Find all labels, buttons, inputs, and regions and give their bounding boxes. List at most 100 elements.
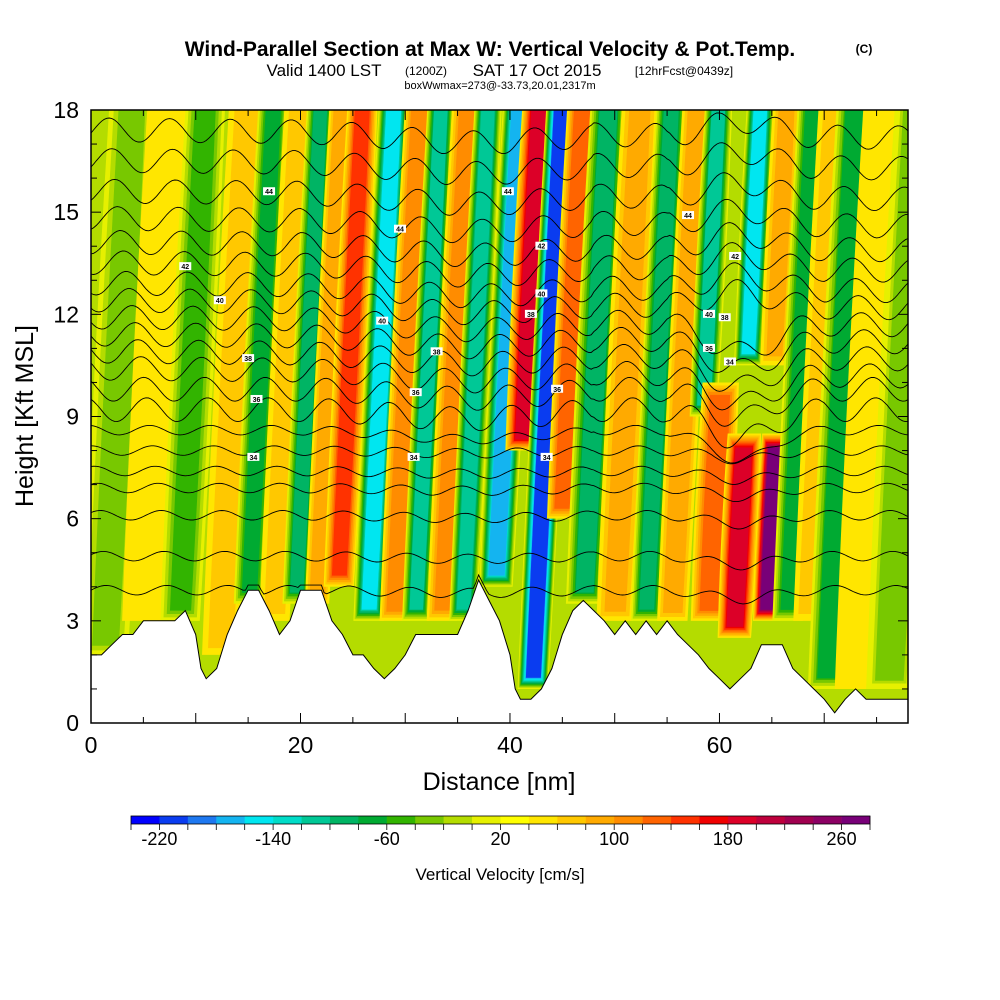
contour-label: 38 bbox=[430, 347, 443, 356]
contour-label-text: 44 bbox=[265, 189, 273, 196]
contour-label-text: 42 bbox=[181, 264, 189, 271]
colorbar-swatch bbox=[415, 816, 444, 824]
y-tick-label: 15 bbox=[53, 199, 79, 225]
contour-label-text: 36 bbox=[253, 397, 261, 404]
colorbar-swatch bbox=[585, 816, 615, 824]
colorbar-tick-label: 260 bbox=[827, 829, 857, 849]
contour-label-bg bbox=[535, 241, 548, 250]
velocity-band bbox=[92, 110, 146, 646]
contour-label: 34 bbox=[540, 452, 553, 462]
contour-label: 36 bbox=[702, 343, 715, 353]
velocity-band bbox=[331, 110, 370, 576]
x-tick-label: 20 bbox=[288, 732, 314, 758]
contour-label: 40 bbox=[213, 296, 226, 305]
contour-label-text: 42 bbox=[731, 254, 739, 261]
theta-contour-line bbox=[91, 424, 908, 464]
colorbar-tick-label: -60 bbox=[374, 829, 400, 849]
colorbar-swatch bbox=[841, 816, 871, 824]
colorbar-swatch bbox=[671, 816, 700, 824]
velocity-band bbox=[289, 110, 328, 593]
colorbar-swatch bbox=[500, 816, 530, 824]
theta-contour-line bbox=[91, 112, 908, 155]
contour-label-bg bbox=[501, 187, 514, 196]
velocity-cell bbox=[565, 110, 627, 604]
contour-label-text: 38 bbox=[721, 315, 729, 322]
chart-subtitle: Valid 1400 LST (1200Z) SAT 17 Oct 2015 [… bbox=[267, 61, 734, 80]
contour-label: 34 bbox=[247, 452, 260, 462]
theta-contour-line bbox=[91, 397, 908, 449]
colorbar-swatch bbox=[244, 816, 274, 824]
contour-label-bg bbox=[702, 343, 715, 352]
contour-label-bg bbox=[729, 251, 742, 260]
contour-label: 36 bbox=[551, 384, 564, 394]
contour-label-text: 34 bbox=[543, 455, 551, 462]
theta-contour-line bbox=[91, 356, 908, 411]
theta-contour-line bbox=[91, 445, 908, 465]
colorbar-swatch bbox=[216, 816, 245, 824]
velocity-band bbox=[766, 110, 795, 357]
box-note: boxWwmax=273@-33.73,20.01,2317m bbox=[404, 80, 595, 92]
contour-label-text: 38 bbox=[527, 312, 535, 319]
colorbar-swatch bbox=[756, 816, 786, 824]
colorbar-tick-label: 20 bbox=[490, 829, 510, 849]
contour-label-bg bbox=[535, 289, 548, 298]
contour-label: 44 bbox=[682, 211, 695, 220]
colorbar-swatch bbox=[159, 816, 189, 824]
contour-label: 38 bbox=[524, 309, 537, 319]
colorbar-tick-label: 180 bbox=[713, 829, 743, 849]
y-tick-label: 9 bbox=[66, 404, 79, 430]
colorbar-swatch bbox=[301, 816, 331, 824]
velocity-band bbox=[780, 110, 821, 610]
contour-label-text: 44 bbox=[684, 213, 692, 220]
velocity-band bbox=[639, 110, 679, 610]
contour-label-text: 34 bbox=[410, 455, 418, 462]
contour-label: 38 bbox=[718, 313, 731, 322]
contour-label: 42 bbox=[535, 241, 548, 251]
velocity-cell bbox=[282, 110, 335, 604]
velocity-cell bbox=[717, 433, 762, 638]
contour-label: 42 bbox=[179, 262, 192, 271]
contour-label-text: 38 bbox=[244, 356, 252, 363]
colorbar: -220 -140 -60 20 100 180 260 bbox=[130, 815, 871, 849]
colorbar-swatch bbox=[273, 816, 302, 824]
contour-label: 44 bbox=[263, 187, 276, 196]
subtitle-zulu: (1200Z) bbox=[405, 64, 447, 78]
velocity-band bbox=[575, 110, 618, 593]
velocity-cell bbox=[323, 110, 378, 587]
velocity-cell bbox=[233, 110, 289, 604]
velocity-band bbox=[875, 110, 908, 681]
velocity-band bbox=[525, 110, 569, 678]
contour-label-text: 44 bbox=[504, 189, 512, 196]
contour-label-bg bbox=[524, 309, 537, 318]
contour-label: 34 bbox=[723, 357, 736, 367]
velocity-band bbox=[241, 110, 281, 593]
colorbar-swatch bbox=[472, 816, 501, 824]
velocity-band bbox=[664, 110, 706, 612]
velocity-cell bbox=[596, 110, 659, 621]
theta-contour-line bbox=[91, 262, 908, 309]
velocity-band bbox=[122, 110, 190, 621]
colorbar-tick-label: -220 bbox=[141, 829, 177, 849]
theta-contour-line bbox=[91, 222, 908, 268]
theta-contour-line bbox=[91, 172, 908, 216]
contour-label: 36 bbox=[409, 388, 422, 397]
x-axis-label: Distance [nm] bbox=[423, 768, 576, 796]
colorbar-tick-label: -140 bbox=[255, 829, 291, 849]
y-tick-label: 6 bbox=[66, 506, 79, 532]
colorbar-swatch bbox=[443, 816, 473, 824]
theta-contour-line bbox=[91, 279, 908, 326]
contour-label: 42 bbox=[729, 251, 742, 261]
chart-title: Wind-Parallel Section at Max W: Vertical… bbox=[185, 38, 796, 61]
theta-contour-line bbox=[91, 142, 908, 185]
contour-label: 44 bbox=[393, 224, 406, 234]
velocity-cell bbox=[122, 110, 190, 621]
contour-label-text: 42 bbox=[537, 244, 545, 251]
velocity-band bbox=[697, 110, 726, 406]
contour-label: 34 bbox=[407, 452, 420, 462]
plot-area: 34 36 38 40 42 44 40 44 38 36 34 44 42 40 38 36 34 44 42 40… bbox=[91, 110, 908, 723]
velocity-cell bbox=[449, 110, 502, 621]
velocity-band bbox=[264, 110, 310, 615]
contour-label-bg bbox=[409, 388, 422, 397]
